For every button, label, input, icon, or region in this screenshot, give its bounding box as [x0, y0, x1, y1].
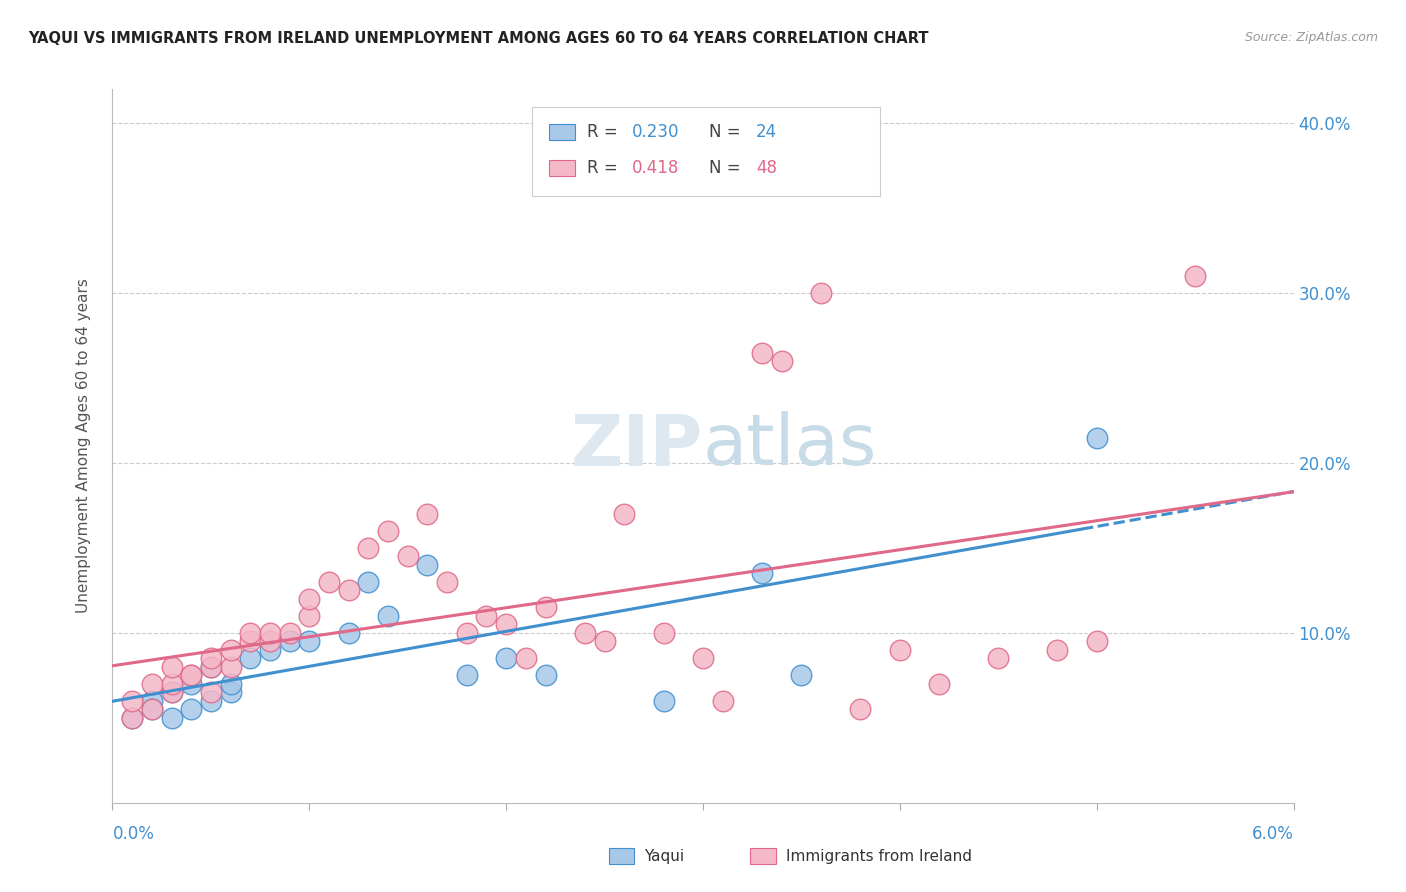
Point: [239, 634, 262, 648]
Point: [357, 541, 380, 555]
FancyBboxPatch shape: [609, 848, 634, 864]
Point: [652, 626, 675, 640]
Text: 6.0%: 6.0%: [1251, 825, 1294, 843]
Point: [318, 574, 340, 589]
Point: [849, 702, 872, 716]
Point: [239, 651, 262, 665]
Point: [180, 702, 202, 716]
Point: [200, 651, 222, 665]
Point: [180, 668, 202, 682]
FancyBboxPatch shape: [751, 848, 776, 864]
Y-axis label: Unemployment Among Ages 60 to 64 years: Unemployment Among Ages 60 to 64 years: [76, 278, 91, 614]
Point: [770, 354, 793, 368]
Text: 0.418: 0.418: [633, 159, 679, 177]
Point: [219, 677, 242, 691]
Point: [928, 677, 950, 691]
Point: [1085, 430, 1108, 444]
Point: [200, 660, 222, 674]
Text: R =: R =: [588, 159, 623, 177]
Text: ZIP: ZIP: [571, 411, 703, 481]
Point: [377, 524, 399, 538]
Point: [396, 549, 419, 564]
Point: [436, 574, 458, 589]
Point: [751, 345, 773, 359]
Point: [790, 668, 813, 682]
Point: [298, 591, 321, 606]
Text: Immigrants from Ireland: Immigrants from Ireland: [786, 849, 972, 863]
Point: [219, 660, 242, 674]
Point: [160, 677, 183, 691]
Point: [889, 643, 911, 657]
Point: [456, 626, 478, 640]
Point: [987, 651, 1010, 665]
Point: [298, 634, 321, 648]
Point: [515, 651, 537, 665]
Point: [416, 507, 439, 521]
Point: [337, 583, 360, 598]
Point: [141, 677, 163, 691]
Point: [219, 643, 242, 657]
Point: [160, 660, 183, 674]
FancyBboxPatch shape: [531, 107, 880, 196]
Point: [416, 558, 439, 572]
Text: Yaqui: Yaqui: [644, 849, 685, 863]
Point: [180, 668, 202, 682]
Point: [200, 694, 222, 708]
Point: [1085, 634, 1108, 648]
Point: [1184, 269, 1206, 284]
Point: [160, 685, 183, 699]
Point: [121, 711, 143, 725]
Point: [475, 608, 498, 623]
Text: 0.230: 0.230: [633, 123, 679, 141]
Point: [278, 626, 301, 640]
Point: [711, 694, 734, 708]
Point: [278, 634, 301, 648]
Point: [574, 626, 596, 640]
Point: [534, 600, 557, 615]
Point: [219, 685, 242, 699]
Text: 24: 24: [756, 123, 778, 141]
Text: 0.0%: 0.0%: [112, 825, 155, 843]
FancyBboxPatch shape: [550, 124, 575, 140]
Text: atlas: atlas: [703, 411, 877, 481]
Point: [259, 643, 281, 657]
Point: [810, 286, 832, 301]
Point: [160, 685, 183, 699]
Point: [121, 711, 143, 725]
Point: [495, 651, 517, 665]
Point: [259, 634, 281, 648]
Point: [751, 566, 773, 581]
Point: [141, 702, 163, 716]
Point: [357, 574, 380, 589]
FancyBboxPatch shape: [550, 160, 575, 176]
Text: Source: ZipAtlas.com: Source: ZipAtlas.com: [1244, 31, 1378, 45]
Point: [495, 617, 517, 632]
Text: R =: R =: [588, 123, 623, 141]
Point: [298, 608, 321, 623]
Point: [141, 702, 163, 716]
Point: [652, 694, 675, 708]
Point: [259, 626, 281, 640]
Text: 48: 48: [756, 159, 778, 177]
Point: [692, 651, 714, 665]
Point: [534, 668, 557, 682]
Text: YAQUI VS IMMIGRANTS FROM IRELAND UNEMPLOYMENT AMONG AGES 60 TO 64 YEARS CORRELAT: YAQUI VS IMMIGRANTS FROM IRELAND UNEMPLO…: [28, 31, 928, 46]
Point: [239, 626, 262, 640]
Point: [593, 634, 616, 648]
Point: [1046, 643, 1069, 657]
Point: [613, 507, 636, 521]
Text: N =: N =: [709, 159, 745, 177]
Point: [456, 668, 478, 682]
Point: [200, 685, 222, 699]
Point: [141, 694, 163, 708]
Text: N =: N =: [709, 123, 745, 141]
Point: [160, 711, 183, 725]
Point: [200, 660, 222, 674]
Point: [180, 677, 202, 691]
Point: [121, 694, 143, 708]
Point: [377, 608, 399, 623]
Point: [337, 626, 360, 640]
